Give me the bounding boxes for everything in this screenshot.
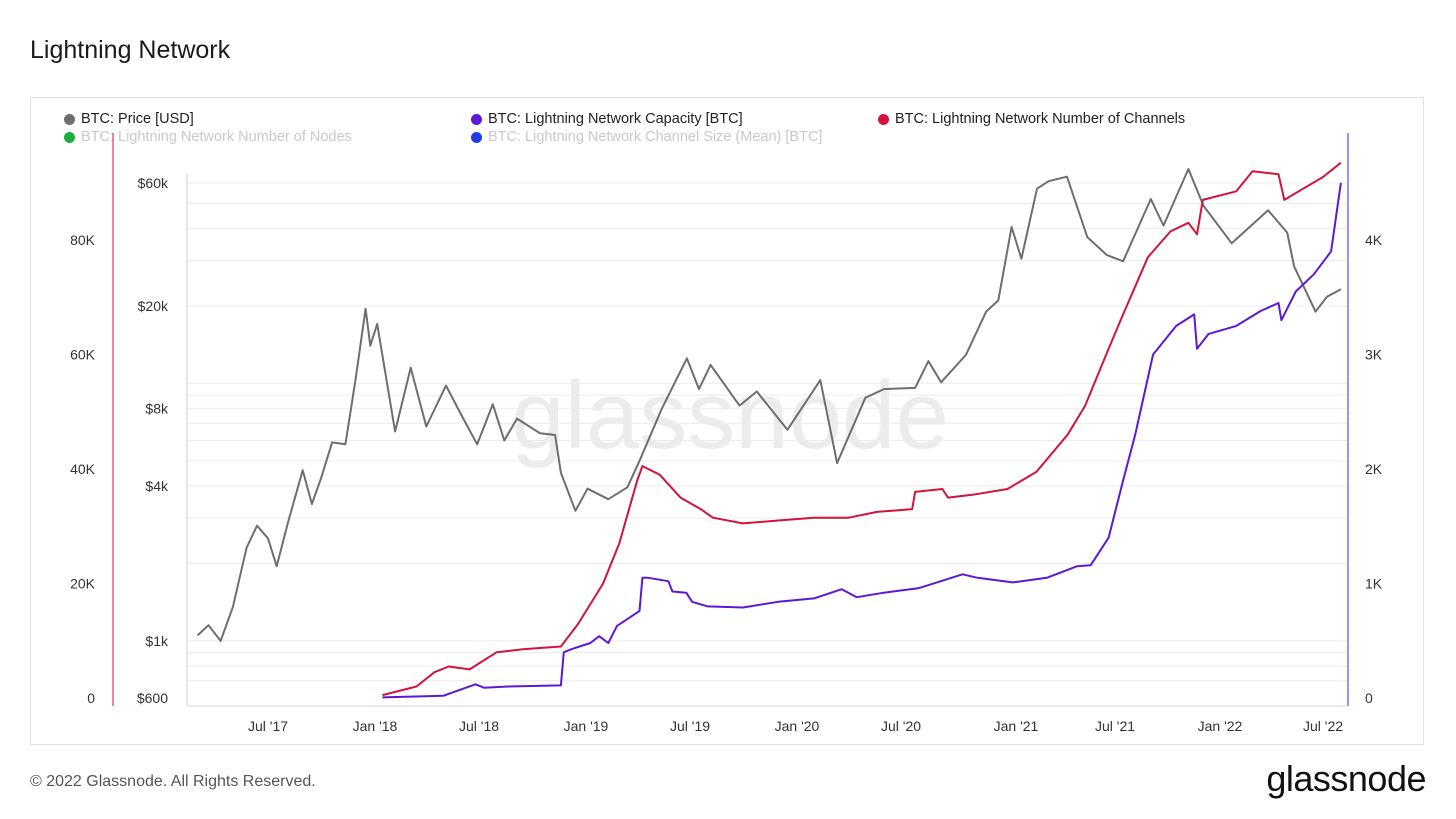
legend-dot-icon [471, 131, 482, 143]
page-title: Lightning Network [30, 36, 231, 64]
legend-label: BTC: Lightning Network Channel Size (Mea… [488, 129, 823, 145]
legend-label: BTC: Lightning Network Number of Channel… [895, 111, 1186, 127]
legend-dot-icon [64, 113, 75, 125]
legend-dot-icon [878, 113, 889, 125]
legend-item-price[interactable]: BTC: Price [USD] [64, 111, 194, 127]
legend-item-channel-size[interactable]: BTC: Lightning Network Channel Size (Mea… [471, 129, 822, 145]
legend-label: BTC: Price [USD] [81, 111, 194, 127]
legend-label: BTC: Lightning Network Capacity [BTC] [488, 111, 743, 127]
legend-item-nodes[interactable]: BTC: Lightning Network Number of Nodes [64, 129, 352, 145]
legend-item-channels[interactable]: BTC: Lightning Network Number of Channel… [878, 111, 1185, 127]
footer-copyright: © 2022 Glassnode. All Rights Reserved. [30, 773, 316, 790]
chart-panel: BTC: Price [USD] BTC: Lightning Network … [30, 97, 1424, 745]
legend-label: BTC: Lightning Network Number of Nodes [81, 129, 352, 145]
legend-dot-icon [64, 131, 75, 143]
legend-item-capacity[interactable]: BTC: Lightning Network Capacity [BTC] [471, 111, 743, 127]
legend-dot-icon [471, 113, 482, 125]
brand-logo: glassnode [1266, 758, 1426, 799]
